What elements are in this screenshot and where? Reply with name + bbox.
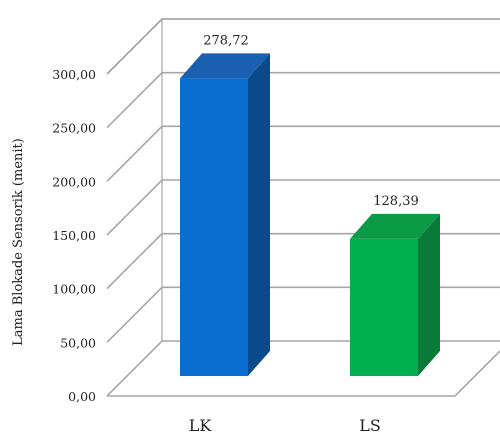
- y-axis-ticks: 0,00 50,00 100,00 150,00 200,00 250,00 300,00: [52, 67, 96, 404]
- bar-top: [350, 213, 440, 239]
- bar-side: [248, 53, 270, 376]
- bar-front: [180, 78, 248, 376]
- data-label: 128,39: [373, 194, 419, 209]
- y-tick-label: 250,00: [52, 121, 96, 136]
- y-tick-label: 100,00: [52, 282, 96, 297]
- grid-line: [106, 340, 500, 397]
- x-axis-categories: LK LS: [189, 416, 381, 435]
- bars: [180, 53, 440, 376]
- x-category-label: LK: [189, 416, 213, 435]
- grid-line: [106, 71, 500, 129]
- bar-top: [180, 53, 270, 79]
- data-label-bg: [198, 30, 254, 50]
- bar-front: [350, 238, 418, 376]
- y-tick-label: 150,00: [52, 228, 96, 243]
- bar-ls: [350, 213, 440, 376]
- grid-line: [106, 125, 500, 182]
- x-category-label: LS: [359, 416, 381, 435]
- grid-line-top: [106, 18, 500, 75]
- data-label-bg: [368, 190, 424, 210]
- y-axis-label: Lama Blokade Sensorik (menit): [11, 138, 26, 346]
- grid-line: [106, 286, 500, 343]
- bar-side: [418, 213, 440, 376]
- y-tick-label: 200,00: [52, 174, 96, 189]
- y-tick-label: 300,00: [52, 67, 96, 82]
- floor-edge: [107, 350, 500, 397]
- bar-lk: [180, 53, 270, 376]
- data-label: 278,72: [203, 33, 249, 48]
- data-labels: 278,72 128,39: [198, 30, 424, 210]
- y-tick-label: 0,00: [68, 389, 96, 404]
- grid-line: [106, 179, 500, 236]
- grid-line: [106, 18, 500, 75]
- grid-lines: [106, 18, 500, 397]
- y-tick-label: 50,00: [60, 335, 96, 350]
- grid-line: [106, 232, 500, 290]
